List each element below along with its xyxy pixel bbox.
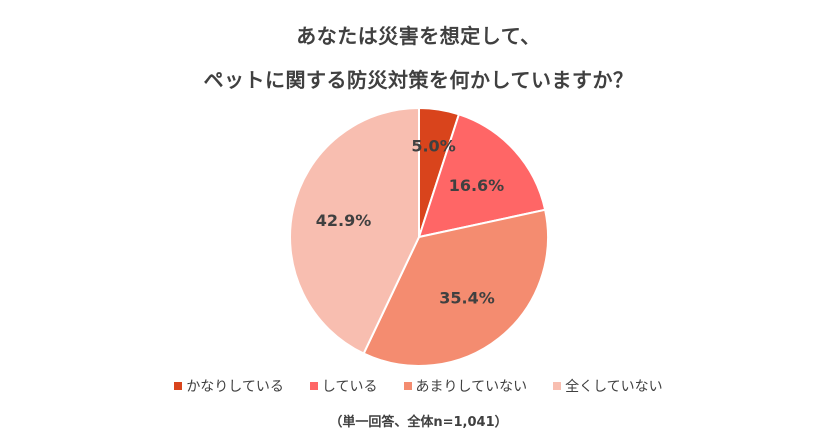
pie-slice-2	[362, 208, 549, 367]
pie-slice-3	[289, 106, 420, 355]
legend-item-2: あまりしていない	[403, 376, 528, 396]
chart-title-line1: あなたは災害を想定して、	[296, 24, 541, 48]
legend-item-0: かなりしている	[174, 376, 284, 396]
chart-title-line2: ペットに関する防災対策を何かしていますか？	[203, 68, 634, 92]
sample-note: （単一回答、全体n=1,041）	[329, 415, 508, 430]
legend-label-3: 全くしていない	[565, 379, 663, 395]
chart-legend: かなりしている している あまりしていない 全くしていない	[0, 376, 837, 396]
legend-swatch-0	[174, 382, 183, 390]
legend-swatch-1	[309, 382, 318, 390]
legend-swatch-3	[553, 382, 562, 390]
legend-label-1: している	[321, 379, 378, 395]
pie-slice-1	[417, 113, 547, 239]
legend-label-2: あまりしていない	[415, 379, 528, 395]
legend-label-0: かなりしている	[186, 379, 284, 395]
slice-label-1: 16.6%	[449, 176, 505, 195]
slice-label-3: 42.9%	[316, 211, 372, 230]
legend-swatch-2	[403, 382, 412, 390]
legend-item-1: している	[309, 376, 378, 396]
legend-item-3: 全くしていない	[553, 376, 663, 396]
slice-label-0: 5.0%	[411, 136, 455, 155]
slice-label-2: 35.4%	[439, 289, 495, 308]
